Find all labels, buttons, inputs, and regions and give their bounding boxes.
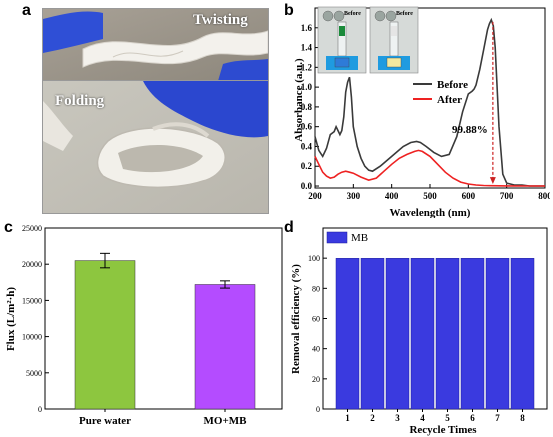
removal-x-label: Recycle Times <box>409 424 477 436</box>
removal-y-label: Removal efficiency (%) <box>290 264 302 374</box>
absorbance-x-tick-label: 200 <box>308 191 322 201</box>
absorbance-x-label: Wavelength (nm) <box>390 207 471 218</box>
absorbance-y-tick-label: 0.6 <box>301 122 313 132</box>
removal-y-tick-label: 20 <box>312 375 320 384</box>
inset-dish <box>333 10 345 22</box>
legend-mb-swatch <box>326 231 348 244</box>
removal-bar <box>385 258 410 410</box>
absorbance-y-tick-label: 0.8 <box>301 102 313 112</box>
inset-photo-after: Before <box>369 6 419 74</box>
absorbance-y-tick-label: 0.0 <box>301 181 313 191</box>
removal-bar <box>360 258 385 410</box>
absorbance-y-tick-label: 1.0 <box>301 82 313 92</box>
panel-label-c: c <box>4 219 13 236</box>
removal-y-tick-label: 80 <box>312 284 320 293</box>
flux-y-tick-label: 10000 <box>22 333 42 342</box>
twisting-photo-image <box>43 9 268 81</box>
removal-y-tick-label: 100 <box>308 254 320 263</box>
twisting-photo: Twisting <box>42 8 269 82</box>
removal-y-tick-label: 60 <box>312 315 320 324</box>
absorbance-x-tick-label: 300 <box>347 191 361 201</box>
flux-bar <box>74 260 136 410</box>
removal-x-tick-label: 4 <box>420 413 425 423</box>
inset-dish <box>374 10 386 22</box>
panel-label-b: b <box>284 2 294 19</box>
removal-x-tick-label: 7 <box>495 413 500 423</box>
absorbance-y-tick-label: 0.4 <box>301 141 313 151</box>
absorbance-x-tick-label: 800 <box>538 191 550 201</box>
removal-bar <box>485 258 510 410</box>
inset-dish <box>322 10 334 22</box>
removal-bar <box>335 258 360 410</box>
series-line-after <box>314 149 545 187</box>
panel-label-d: d <box>284 219 294 236</box>
inset-before-label: Before <box>396 11 413 17</box>
annotation-arrow-head <box>489 177 496 185</box>
flux-y-tick-label: 5000 <box>26 369 42 378</box>
removal-bar <box>435 258 460 410</box>
removal-y-tick-label: 0 <box>316 405 320 414</box>
inset-solution <box>339 26 345 36</box>
removal-bar <box>460 258 485 410</box>
flux-chart: 0 5000 10000 15000 20000 25000 Pure water MO+M… <box>5 224 283 427</box>
removal-x-tick-label: 5 <box>445 413 450 423</box>
absorbance-y-tick-label: 0.2 <box>301 161 313 171</box>
absorbance-y-tick-label: 1.4 <box>301 43 313 53</box>
absorbance-x-tick-label: 700 <box>500 191 514 201</box>
flux-y-tick-label: 25000 <box>22 224 42 233</box>
removal-legend: MB <box>326 231 368 244</box>
removal-x-tick-label: 6 <box>470 413 475 423</box>
removal-x-tick-label: 3 <box>395 413 400 423</box>
flux-bar <box>194 284 256 410</box>
removal-x-tick-label: 8 <box>520 413 525 423</box>
absorbance-y-tick-label: 1.2 <box>301 62 313 72</box>
absorbance-legend: Before After <box>413 79 468 106</box>
twisting-label: Twisting <box>193 12 248 28</box>
removal-x-tick-label: 2 <box>370 413 375 423</box>
removal-bar <box>510 258 535 410</box>
legend-before-label: Before <box>437 79 468 91</box>
flux-y-tick-label: 15000 <box>22 296 42 305</box>
flux-category-label: Pure water <box>79 415 131 427</box>
folding-label: Folding <box>55 93 105 109</box>
inset-before-label: Before <box>344 11 361 17</box>
folding-photo: Folding <box>42 80 269 214</box>
flux-y-tick-label: 20000 <box>22 260 42 269</box>
inset-beaker <box>386 57 402 68</box>
absorbance-x-tick-label: 400 <box>385 191 399 201</box>
absorbance-x-tick-label: 500 <box>423 191 437 201</box>
legend-after-label: After <box>437 94 462 106</box>
panel-label-a: a <box>22 2 31 19</box>
inset-photo-before: Before <box>317 6 367 74</box>
flux-plot-frame <box>44 227 283 410</box>
removal-x-tick-label: 1 <box>345 413 350 423</box>
flux-category-label: MO+MB <box>204 415 248 427</box>
removal-y-tick-label: 40 <box>312 345 320 354</box>
flux-y-tick-label: 0 <box>38 405 42 414</box>
removal-chart: 0 20 40 60 80 100 1 2 3 4 5 6 7 8 Recycle Times Remo… <box>290 227 548 436</box>
absorbance-x-tick-label: 600 <box>462 191 476 201</box>
legend-mb-label: MB <box>351 232 368 244</box>
removal-annotation: 99.88% <box>452 124 488 136</box>
absorbance-chart: 200 300 400 500 600 700 800 0.0 0.2 0.4 0.6 0.8 1.0 1… <box>293 6 550 218</box>
inset-dish <box>385 10 397 22</box>
inset-beaker <box>334 57 350 68</box>
absorbance-y-tick-label: 1.6 <box>301 23 313 33</box>
inset-photos: Before Before <box>317 6 419 74</box>
flux-y-label: Flux (L/m²·h) <box>5 287 17 351</box>
removal-bar <box>410 258 435 410</box>
inset-solution <box>391 26 397 36</box>
folding-photo-image <box>43 81 268 213</box>
absorbance-y-label: Absorbance (a.u.) <box>293 58 305 142</box>
